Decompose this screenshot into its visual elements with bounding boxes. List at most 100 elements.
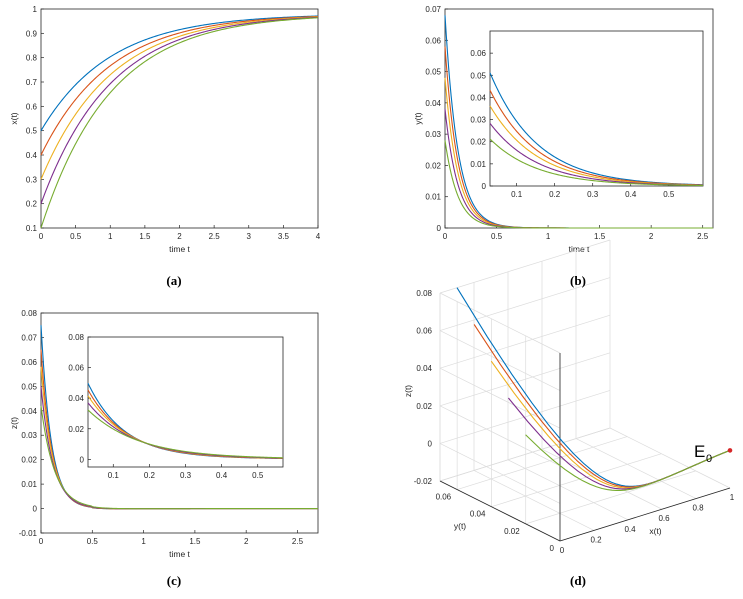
d-grid-line	[439, 367, 561, 429]
c-x-axis-label: time t	[169, 549, 190, 559]
d-y-tick-label: 0.04	[470, 510, 486, 519]
c-x-tick-label: 0	[39, 537, 44, 546]
caption-d: (d)	[570, 573, 586, 588]
b-inset-y-tick-label: 0	[482, 182, 487, 191]
b-y-tick-label: 0	[437, 224, 442, 233]
equilibrium-subscript: 0	[706, 453, 712, 465]
d-grid-line	[439, 390, 611, 444]
a-y-tick-label: 0.3	[26, 175, 38, 184]
c-series-line	[40, 405, 318, 510]
c-y-axis-label: z(t)	[9, 417, 19, 429]
panel-a: 0 0.5 1 1.5 2 2.5 3 3.5 4 0.1 0.2 0.3 0.4 0.5 0.6 0.7 0.…	[9, 5, 321, 254]
a-x-tick-label: 1.5	[139, 232, 151, 241]
d-grid-line	[473, 470, 595, 531]
c-inset-y-tick-label: 0.06	[68, 364, 84, 373]
c-x-tick-label: 2	[244, 537, 249, 546]
d-x-tick-label: 0.6	[658, 514, 670, 523]
c-y-tick-label: 0.02	[21, 456, 37, 465]
d-grid-line	[507, 459, 629, 521]
a-y-tick-label: 0.5	[26, 127, 38, 136]
b-inset-y-tick-label: 0.01	[470, 160, 486, 169]
d-y-tick-label: 0	[550, 544, 555, 553]
d-grid-line	[439, 352, 611, 407]
b-inset-x-tick-label: 0.1	[511, 190, 523, 199]
a-y-axis-label: x(t)	[9, 112, 19, 124]
a-y-tick-label: 0.1	[26, 224, 38, 233]
b-x-tick-label: 2	[649, 232, 654, 241]
c-inset-axes-box	[87, 336, 284, 468]
c-y-tick-label: 0.06	[21, 358, 37, 367]
d-grid-line	[439, 314, 611, 369]
d-series-line	[490, 360, 730, 489]
caption-b: (b)	[570, 273, 586, 288]
a-x-tick-label: 4	[316, 232, 321, 241]
a-series-line	[40, 17, 319, 229]
c-inset-x-tick-label: 0.4	[216, 471, 228, 480]
b-inset-y-tick-label: 0.03	[470, 116, 486, 125]
b-inset-y-tick-label: 0.06	[470, 49, 486, 58]
c-x-tick-label: 1.5	[189, 537, 201, 546]
d-grid-line	[525, 470, 696, 525]
b-inset-y-tick-label: 0.04	[470, 93, 486, 102]
c-y-tick-label: 0.01	[21, 480, 37, 489]
b-y-tick-label: 0.02	[425, 161, 441, 170]
d-z-tick-label: -0.02	[414, 477, 433, 486]
b-x-tick-label: 1	[546, 232, 551, 241]
a-series-line	[40, 15, 319, 131]
c-inset-x-tick-label: 0.1	[108, 471, 120, 480]
b-y-tick-label: 0.05	[425, 68, 441, 77]
d-z-tick-label: 0.04	[416, 364, 432, 373]
b-x-tick-label: 0.5	[491, 232, 503, 241]
c-y-tick-label: 0.05	[21, 382, 37, 391]
d-x-tick-label: 1	[730, 493, 735, 502]
c-x-tick-label: 2.5	[292, 537, 304, 546]
a-x-axis-label: time t	[169, 244, 190, 254]
b-y-tick-label: 0.04	[425, 99, 441, 108]
c-y-tick-label: 0	[33, 505, 38, 514]
a-axes-box	[40, 8, 319, 229]
d-equilibrium-point	[727, 448, 733, 453]
b-x-axis-label: time t	[569, 244, 590, 254]
b-x-tick-label: 0	[443, 232, 448, 241]
d-x-tick-label: 0.2	[590, 535, 602, 544]
d-grid-line	[575, 438, 697, 499]
d-axis-edge	[559, 487, 731, 542]
a-series-line	[40, 15, 319, 156]
d-y-tick-label: 0.02	[504, 527, 520, 536]
a-x-tick-label: 0.5	[70, 232, 82, 241]
d-y-tick-label: 0.06	[436, 493, 452, 502]
a-series-line	[40, 16, 319, 180]
d-z-tick-label: 0.02	[416, 402, 432, 411]
a-y-tick-label: 0.7	[26, 78, 38, 87]
b-y-axis-label: y(t)	[413, 112, 423, 124]
c-y-tick-label: 0.03	[21, 431, 37, 440]
b-y-tick-label: 0.07	[425, 5, 441, 14]
b-inset-y-tick-label: 0.05	[470, 71, 486, 80]
a-x-tick-label: 3.5	[278, 232, 290, 241]
b-inset-series-line	[489, 138, 704, 187]
b-inset-axes-box	[489, 30, 704, 187]
b-y-tick-label: 0.03	[425, 130, 441, 139]
d-grid-line	[491, 453, 662, 508]
c-inset-y-tick-label: 0.04	[68, 394, 84, 403]
d-z-axis-label: z(t)	[403, 385, 413, 397]
panel-c: 0 0.5 1 1.5 2 2.5-0.0100.010.020.030.040.050.…	[9, 309, 319, 559]
d-grid-line	[457, 436, 628, 490]
c-x-tick-label: 1	[141, 537, 146, 546]
a-y-tick-label: 0.4	[26, 151, 38, 160]
d-grid-line	[439, 277, 611, 331]
d-grid-line	[609, 427, 731, 489]
d-x-axis-label: x(t)	[649, 526, 661, 536]
a-series-line	[40, 16, 319, 204]
c-inset-y-tick-label: 0	[80, 455, 85, 464]
a-x-tick-label: 0	[39, 232, 44, 241]
b-inset-x-tick-label: 0.2	[549, 190, 561, 199]
d-grid-line	[439, 239, 611, 294]
a-x-tick-label: 1	[108, 232, 113, 241]
a-y-tick-label: 0.9	[26, 29, 38, 38]
a-x-tick-label: 2.5	[209, 232, 221, 241]
a-y-tick-label: 0.2	[26, 200, 38, 209]
c-y-tick-label: -0.01	[19, 529, 38, 538]
c-inset-x-tick-label: 0.2	[144, 471, 156, 480]
